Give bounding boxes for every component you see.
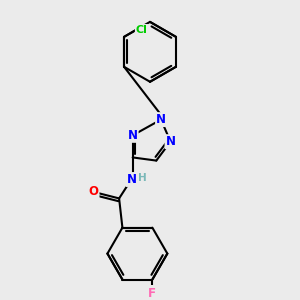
Text: N: N bbox=[128, 129, 138, 142]
Text: O: O bbox=[88, 185, 99, 198]
Text: Cl: Cl bbox=[136, 25, 148, 35]
Text: N: N bbox=[166, 135, 176, 148]
Text: F: F bbox=[148, 287, 156, 300]
Text: H: H bbox=[138, 173, 147, 183]
Text: N: N bbox=[126, 173, 136, 186]
Text: N: N bbox=[156, 113, 166, 126]
